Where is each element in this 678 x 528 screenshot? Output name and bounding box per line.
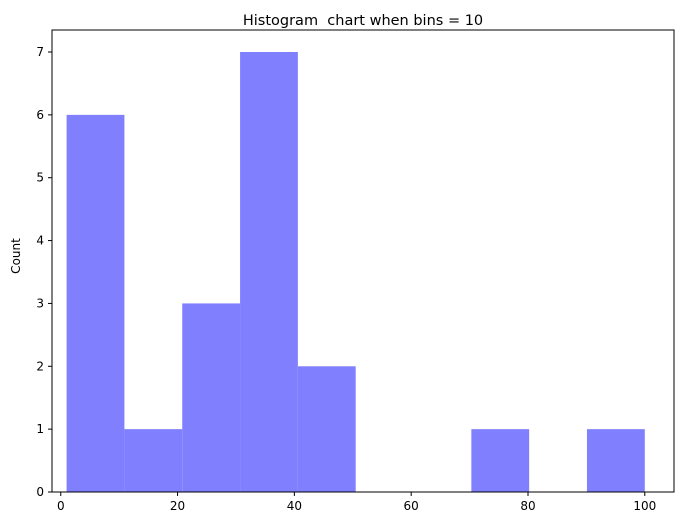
y-axis-ticks: 0 1 2 3 4 5 6 7 — [36, 45, 52, 499]
histogram-bar — [124, 429, 183, 492]
x-axis-ticks: 0 20 40 60 80 100 — [57, 492, 656, 513]
histogram-bar — [66, 114, 125, 492]
y-axis-label: Count — [9, 238, 23, 274]
bars-group — [66, 52, 645, 492]
y-tick-label: 0 — [36, 485, 44, 499]
x-tick-label: 40 — [287, 499, 302, 513]
histogram-bar — [182, 303, 241, 492]
plot-frame — [51, 29, 675, 493]
y-tick-label: 5 — [36, 171, 44, 185]
x-tick-label: 80 — [520, 499, 535, 513]
y-tick-label: 4 — [36, 234, 44, 248]
x-tick-label: 20 — [170, 499, 185, 513]
y-tick-label: 7 — [36, 45, 44, 59]
x-tick-label: 0 — [57, 499, 65, 513]
x-tick-label: 100 — [633, 499, 656, 513]
histogram-bar — [471, 429, 530, 492]
histogram-bar — [297, 366, 356, 492]
y-tick-label: 2 — [36, 359, 44, 373]
y-tick-label: 3 — [36, 296, 44, 310]
x-tick-label: 60 — [404, 499, 419, 513]
y-tick-label: 1 — [36, 422, 44, 436]
histogram-bar — [586, 429, 645, 492]
chart-title: Histogram chart when bins = 10 — [243, 13, 483, 29]
y-tick-label: 6 — [36, 108, 44, 122]
histogram-bar — [240, 52, 298, 492]
